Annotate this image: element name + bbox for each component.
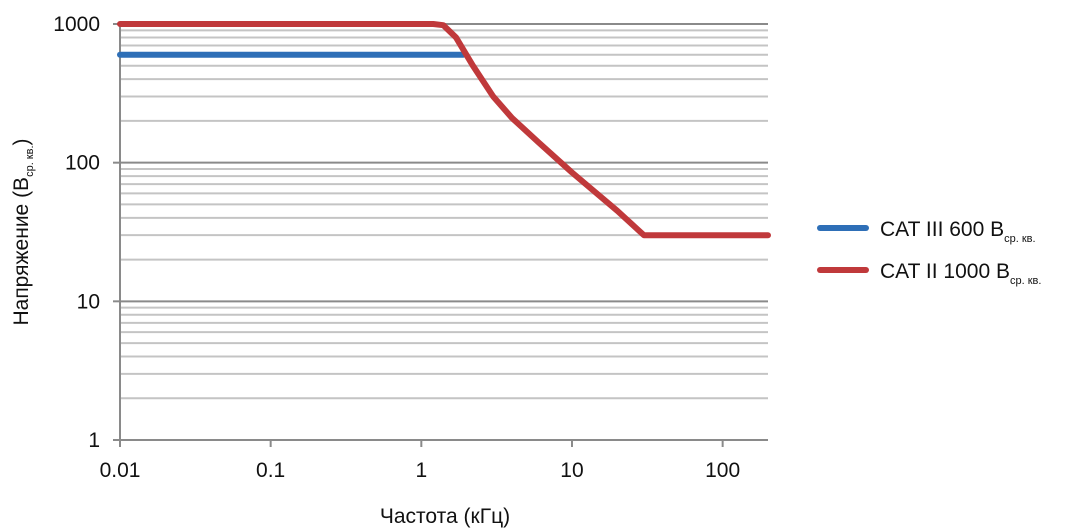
y-tick-label: 1 bbox=[88, 429, 100, 452]
y-tick-label: 100 bbox=[65, 152, 100, 175]
x-tick-label: 1 bbox=[415, 459, 427, 482]
legend: CAT III 600 Вср. кв. CAT II 1000 Вср. кв… bbox=[817, 218, 1041, 287]
y-tick-label: 1000 bbox=[53, 13, 100, 36]
x-tick-label: 10 bbox=[560, 459, 583, 482]
legend-label-cat3: CAT III 600 Вср. кв. bbox=[880, 218, 1036, 245]
legend-label-cat3-text: CAT III 600 В bbox=[880, 218, 1004, 241]
legend-label-cat2: CAT II 1000 Вср. кв. bbox=[880, 260, 1041, 287]
legend-label-cat3-subscript: ср. кв. bbox=[1004, 233, 1035, 245]
axes bbox=[113, 23, 768, 447]
legend-label-cat2-text: CAT II 1000 В bbox=[880, 260, 1010, 283]
legend-item-cat3: CAT III 600 Вср. кв. bbox=[817, 218, 1036, 245]
x-axis-title: Частота (кГц) bbox=[380, 505, 510, 528]
series-line-1 bbox=[117, 21, 771, 239]
x-tick-label: 100 bbox=[705, 459, 740, 482]
x-tick-label: 0.1 bbox=[256, 459, 285, 482]
legend-label-cat2-subscript: ср. кв. bbox=[1010, 275, 1041, 287]
y-axis-title-text: Напряжение (В bbox=[10, 177, 33, 326]
y-axis-title-subscript: ср. кв. bbox=[24, 145, 36, 176]
tick-labels: 1 10 100 1000 0.01 0.1 1 10 100 bbox=[53, 13, 740, 482]
y-axis-title-close: ) bbox=[10, 138, 33, 145]
legend-item-cat2: CAT II 1000 Вср. кв. bbox=[817, 260, 1041, 287]
series-layer bbox=[117, 21, 771, 239]
y-axis-title: Напряжение (Вср. кв.) bbox=[10, 138, 36, 325]
y-tick-label: 10 bbox=[77, 290, 100, 313]
x-tick-label: 0.01 bbox=[100, 459, 141, 482]
grid bbox=[120, 23, 768, 400]
